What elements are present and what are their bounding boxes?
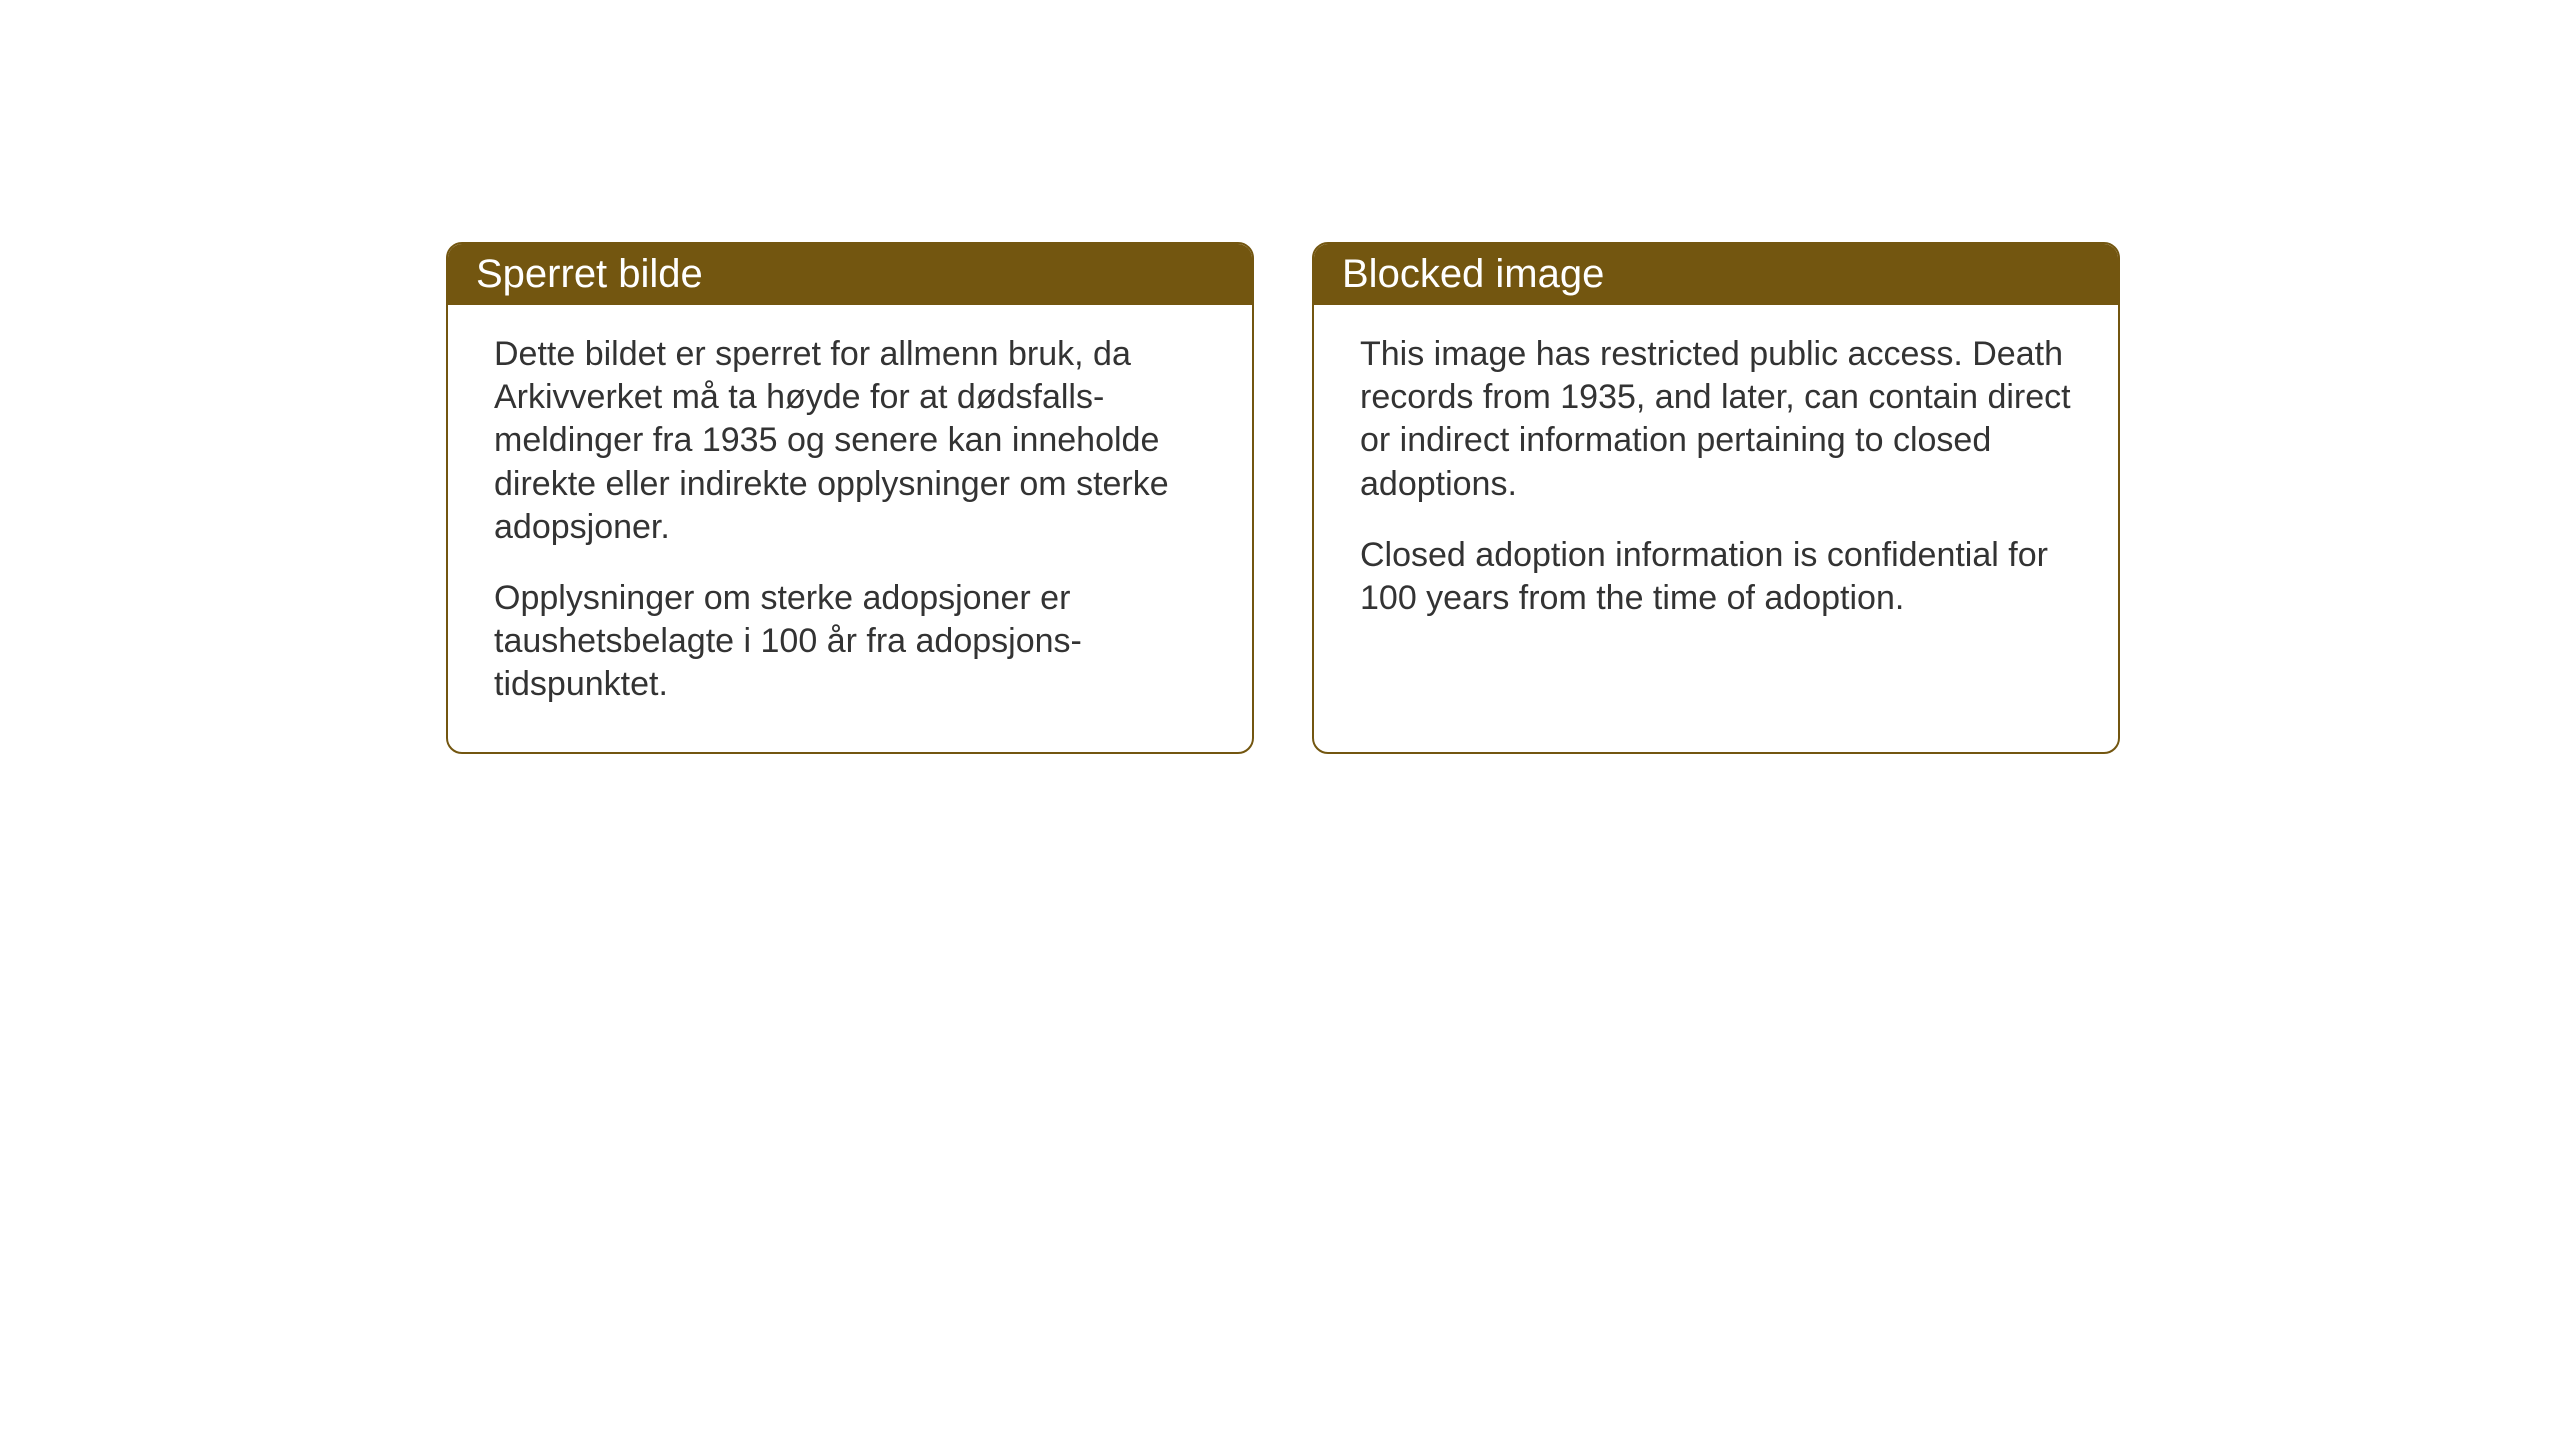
card-body-norwegian: Dette bildet er sperret for allmenn bruk… xyxy=(448,305,1252,742)
notice-paragraph-2-en: Closed adoption information is confident… xyxy=(1360,534,2072,620)
notice-paragraph-1-en: This image has restricted public access.… xyxy=(1360,333,2072,506)
notice-paragraph-2-no: Opplysninger om sterke adopsjoner er tau… xyxy=(494,577,1206,707)
card-header-english: Blocked image xyxy=(1314,244,2118,305)
notice-card-norwegian: Sperret bilde Dette bildet er sperret fo… xyxy=(446,242,1254,754)
notice-paragraph-1-no: Dette bildet er sperret for allmenn bruk… xyxy=(494,333,1206,549)
card-body-english: This image has restricted public access.… xyxy=(1314,305,2118,656)
card-header-norwegian: Sperret bilde xyxy=(448,244,1252,305)
notice-card-english: Blocked image This image has restricted … xyxy=(1312,242,2120,754)
notice-container: Sperret bilde Dette bildet er sperret fo… xyxy=(446,242,2120,754)
